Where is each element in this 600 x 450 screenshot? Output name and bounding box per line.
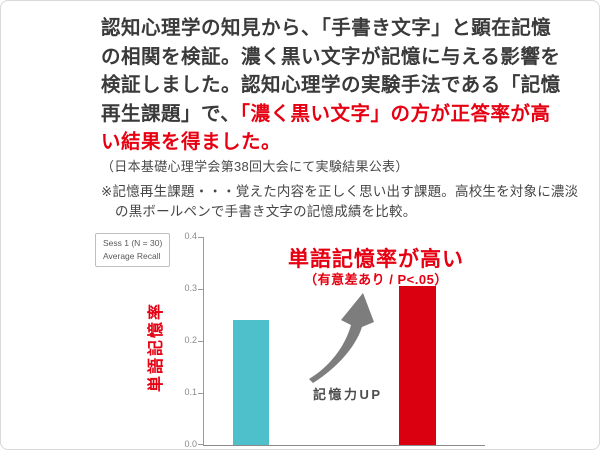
footnote: ※記憶再生課題・・・覚えた内容を正しく思い出す課題。高校生を対象に濃淡の黒ボール… [101,184,579,219]
y-tick-label: 0.0 [184,439,197,449]
plot-area [203,237,485,446]
y-tick-mark [198,289,203,290]
lead-text: 認知心理学の知見から、「手書き文字」と顕在記憶の相関を検証。濃く黒い文字が記憶に… [101,17,561,125]
legend-line-2: Average Recall [103,251,161,261]
chart-subtitle: （有意差あり / P<.05） [304,272,448,287]
memory-up-arrow-icon [309,293,374,383]
y-tick-mark [198,237,203,238]
y-tick-label: 0.3 [184,283,197,293]
y-tick-label: 0.2 [184,335,197,345]
y-tick-label: 0.1 [184,387,197,397]
legend-line-1: Sess 1 (N = 30) [103,238,163,248]
y-tick-mark [198,444,203,445]
y-axis-label: 単語記憶率 [148,302,165,393]
y-tick-label: 0.4 [184,231,197,241]
bar-dark-ink [399,286,436,445]
source-note: （日本基礎心理学会第38回大会にて実験結果公表） [101,159,409,174]
y-tick-mark [198,341,203,342]
lead-paragraph: 認知心理学の知見から、「手書き文字」と顕在記憶の相関を検証。濃く黒い文字が記憶に… [101,14,567,157]
y-tick-mark [198,393,203,394]
chart-legend: Sess 1 (N = 30) Average Recall [95,233,171,267]
chart-title: 単語記憶率が高い [288,248,464,271]
lead-highlight-red: 「濃く黒い文字」の方が正答率が高い結果を得ました。 [101,102,551,154]
arrow-label: 記憶力UP [313,387,383,402]
bar-light-ink [233,320,269,445]
